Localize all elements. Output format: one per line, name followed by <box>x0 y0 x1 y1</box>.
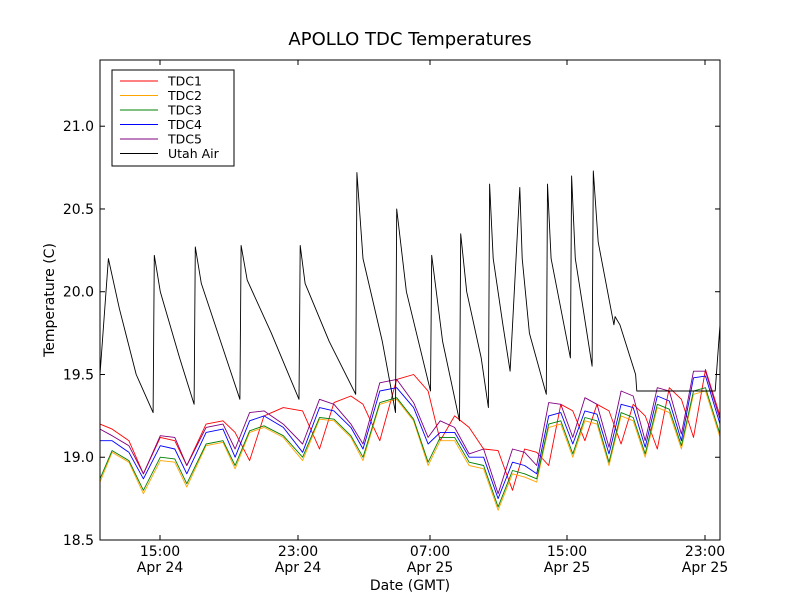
x-tick-label-date: Apr 25 <box>407 560 453 576</box>
x-tick-label-date: Apr 25 <box>544 560 590 576</box>
y-tick-label: 19.0 <box>63 450 94 466</box>
series-line-utah-air <box>99 170 721 422</box>
series-line-tdc4 <box>100 375 721 500</box>
series-line-tdc1 <box>99 369 721 491</box>
x-tick-label-time: 23:00 <box>278 544 318 560</box>
chart-title: APOLLO TDC Temperatures <box>288 29 531 50</box>
x-tick-label-date: Apr 24 <box>137 560 184 576</box>
y-tick-label: 20.5 <box>63 202 94 218</box>
x-tick-label-time: 15:00 <box>140 544 180 560</box>
legend-label: TDC4 <box>167 117 202 132</box>
legend-label: TDC2 <box>167 88 202 103</box>
y-axis-label: Temperature (C) <box>42 243 58 358</box>
series-line-tdc3 <box>99 387 721 508</box>
x-tick-label-time: 07:00 <box>410 544 450 560</box>
x-tick-label-time: 15:00 <box>547 544 587 560</box>
y-tick-label: 18.5 <box>63 533 94 549</box>
series-line-tdc2 <box>99 390 721 511</box>
y-ticks: 18.5 19.0 19.5 20.0 20.5 21.0 <box>63 119 720 549</box>
legend-label: TDC1 <box>167 74 202 89</box>
x-tick-label-date: Apr 25 <box>682 560 728 576</box>
plot-frame <box>99 59 721 541</box>
x-tick-label-date: Apr 24 <box>275 560 322 576</box>
y-tick-label: 20.0 <box>63 285 94 301</box>
x-axis-label: Date (GMT) <box>370 578 450 594</box>
legend-label: TDC3 <box>167 103 202 118</box>
y-tick-label: 19.5 <box>63 367 94 383</box>
y-tick-label: 21.0 <box>63 119 94 135</box>
legend-label: TDC5 <box>167 132 202 147</box>
legend-label: Utah Air <box>168 146 220 161</box>
legend-box <box>111 69 235 167</box>
series-layer <box>99 170 721 511</box>
x-tick-label-time: 23:00 <box>685 544 725 560</box>
series-line-tdc5 <box>99 370 721 495</box>
